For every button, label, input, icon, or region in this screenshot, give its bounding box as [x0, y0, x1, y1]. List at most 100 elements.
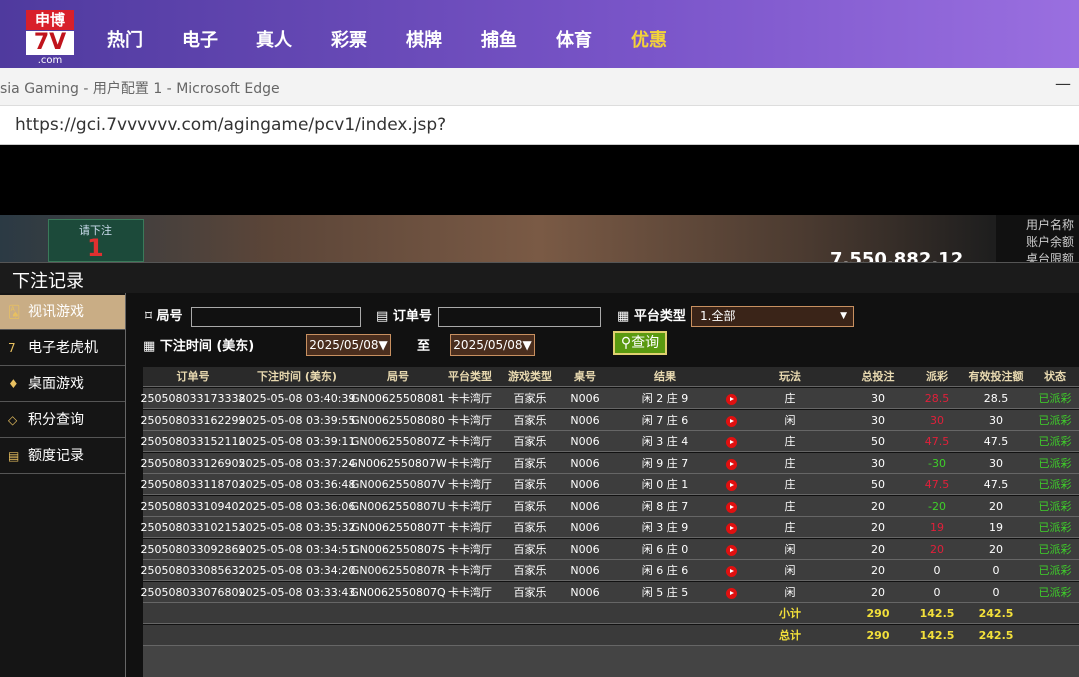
- table-cell: 250508033152110: [140, 435, 246, 448]
- table-cell: 19: [930, 521, 944, 534]
- query-button[interactable]: ⚲查询: [613, 331, 667, 355]
- sidebar-item[interactable]: ◇ 积分查询: [0, 403, 125, 438]
- table-empty-area: [143, 645, 1079, 677]
- table-row: [143, 560, 1079, 581]
- nav-item[interactable]: 优惠: [631, 30, 667, 51]
- minimize-button[interactable]: —: [1055, 74, 1071, 93]
- sidebar-label: 额度记录: [28, 448, 84, 464]
- table-cell: 闲 2 庄 9: [641, 392, 689, 405]
- table-row: [143, 409, 1079, 431]
- header-cell: 总投注: [861, 370, 895, 383]
- sidebar-item[interactable]: ▤ 额度记录: [0, 439, 125, 474]
- table-cell: 闲 3 庄 9: [641, 521, 689, 534]
- table-cell: 闲 8 庄 7: [641, 499, 689, 513]
- nav-item[interactable]: 真人: [256, 30, 292, 51]
- video-icon[interactable]: [726, 566, 737, 577]
- video-icon[interactable]: [726, 394, 737, 405]
- table-cell: 2025-05-08 03:36:48: [238, 478, 356, 491]
- table-cell: 卡卡湾厅: [448, 456, 492, 470]
- video-icon[interactable]: [726, 501, 737, 513]
- table-cell: 闲 7 庄 6: [641, 413, 689, 427]
- table-cell: GN0062550807R: [350, 564, 446, 577]
- round-input[interactable]: [191, 307, 361, 327]
- time-label: ▦ 下注时间 (美东): [143, 339, 255, 354]
- table-cell: GN0062550807Z: [350, 435, 446, 448]
- table-cell: 30: [871, 413, 885, 427]
- table-cell: 百家乐: [513, 413, 547, 427]
- table-cell: 闲 9 庄 7: [641, 456, 689, 470]
- video-icon[interactable]: [726, 458, 737, 470]
- nav-item[interactable]: 捕鱼: [481, 30, 517, 51]
- table-cell: 2025-05-08 03:39:11: [238, 435, 356, 448]
- nav-item[interactable]: 电子: [182, 30, 218, 51]
- video-icon[interactable]: [726, 437, 737, 448]
- date-from[interactable]: 2025/05/08▼: [306, 334, 391, 356]
- nav-item[interactable]: 体育: [556, 30, 592, 51]
- query-button-text: 查询: [631, 335, 660, 351]
- table-cell: N006: [570, 499, 600, 513]
- table-cell: 已派彩: [1038, 499, 1072, 513]
- table-cell: 50: [871, 435, 885, 448]
- table-cell: 20: [871, 521, 885, 534]
- table-cell: 19: [989, 521, 1003, 534]
- video-icon[interactable]: [726, 523, 737, 534]
- table-cell: 30: [989, 456, 1003, 470]
- platform-value: 1.全部: [700, 309, 736, 323]
- video-icon[interactable]: [726, 544, 737, 556]
- nav-item[interactable]: 棋牌: [406, 30, 442, 51]
- table-cell: 47.5: [983, 435, 1009, 448]
- table-cell: -20: [928, 499, 946, 513]
- summary-cell: 290: [866, 607, 890, 620]
- order-input[interactable]: [438, 307, 601, 327]
- table-cell: 20: [871, 499, 885, 513]
- nav-item[interactable]: 热门: [107, 30, 143, 51]
- table-cell: GN0062550807Q: [350, 585, 446, 599]
- table-cell: 闲: [784, 585, 796, 599]
- logo-main[interactable]: 7V: [26, 31, 74, 55]
- table-row: [143, 495, 1079, 517]
- logo-top[interactable]: 申博: [26, 10, 74, 30]
- sidebar-item[interactable]: 7 电子老虎机: [0, 331, 125, 366]
- date-to[interactable]: 2025/05/08▼: [450, 334, 535, 356]
- table-cell: 20: [871, 564, 885, 577]
- table-cell: GN0062550807V: [350, 478, 446, 491]
- table-cell: 卡卡湾厅: [448, 542, 492, 556]
- table-cell: 卡卡湾厅: [448, 499, 492, 513]
- table-cell: GN0062550807S: [351, 542, 445, 556]
- balance-label: 账户余额: [1026, 235, 1075, 249]
- url[interactable]: https://gci.7vvvvvv.com/agingame/pcv1/in…: [15, 115, 447, 135]
- table-cell: 庄: [784, 435, 796, 448]
- video-icon[interactable]: [726, 480, 737, 491]
- table-cell: 已派彩: [1038, 585, 1072, 599]
- address-bar[interactable]: https://gci.7vvvvvv.com/agingame/pcv1/in…: [0, 105, 1079, 145]
- header-cell: 下注时间 (美东): [257, 370, 337, 383]
- sidebar-item[interactable]: ♦ 桌面游戏: [0, 367, 125, 402]
- table-cell: 闲 3 庄 4: [641, 435, 689, 448]
- table-cell: 百家乐: [513, 478, 547, 491]
- table-cell: GN0062550807U: [350, 499, 446, 513]
- table-cell: 2025-05-08 03:35:32: [238, 521, 356, 534]
- sidebar-item[interactable]: 🂡 视讯游戏: [0, 295, 125, 330]
- table-cell: 闲 6 庄 0: [641, 542, 689, 556]
- table-cell: 卡卡湾厅: [448, 435, 492, 448]
- table-row: [143, 517, 1079, 538]
- table-cell: 已派彩: [1038, 456, 1072, 470]
- table-cell: 百家乐: [513, 521, 547, 534]
- table-cell: N006: [570, 585, 600, 599]
- video-icon[interactable]: [726, 415, 737, 427]
- table-cell: 2025-05-08 03:34:51: [238, 542, 356, 556]
- table-header: [143, 367, 1079, 387]
- top-nav: 申博 7V .com 热门 电子 真人 彩票 棋牌 捕鱼 体育 优惠: [0, 0, 1079, 68]
- table-cell: N006: [570, 478, 600, 491]
- video-icon[interactable]: [726, 587, 737, 599]
- table-cell: 250508033173338: [140, 392, 246, 405]
- nav-item[interactable]: 彩票: [331, 30, 367, 51]
- sidebar-icon: ◇: [8, 413, 18, 427]
- table-cell: 闲 6 庄 6: [641, 564, 689, 577]
- table-row: [143, 474, 1079, 495]
- table-cell: 闲: [784, 542, 796, 556]
- user-info: 用户名称 账户余额 桌台限额: [996, 215, 1079, 262]
- sidebar-icon: ▤: [8, 449, 20, 463]
- platform-select[interactable]: 1.全部 ▼: [691, 306, 854, 327]
